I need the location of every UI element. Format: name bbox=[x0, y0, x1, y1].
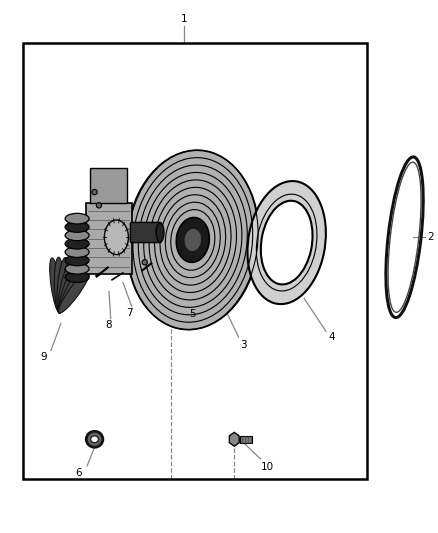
Ellipse shape bbox=[176, 217, 209, 262]
Ellipse shape bbox=[50, 258, 62, 313]
Ellipse shape bbox=[57, 257, 68, 313]
Ellipse shape bbox=[58, 259, 74, 313]
Text: 9: 9 bbox=[40, 352, 47, 362]
Text: 6: 6 bbox=[75, 468, 82, 478]
Text: 5: 5 bbox=[190, 309, 196, 319]
Polygon shape bbox=[230, 432, 239, 446]
Text: 7: 7 bbox=[126, 308, 133, 318]
Text: 8: 8 bbox=[106, 320, 112, 330]
Text: 3: 3 bbox=[240, 340, 246, 350]
Ellipse shape bbox=[59, 271, 90, 313]
Ellipse shape bbox=[65, 222, 89, 232]
Ellipse shape bbox=[54, 257, 64, 313]
Ellipse shape bbox=[104, 220, 128, 255]
Ellipse shape bbox=[96, 203, 102, 208]
Bar bbox=[22, 43, 367, 479]
Ellipse shape bbox=[65, 213, 89, 224]
Ellipse shape bbox=[65, 247, 89, 257]
Bar bbox=[240, 435, 252, 443]
Ellipse shape bbox=[58, 262, 79, 313]
Ellipse shape bbox=[65, 230, 89, 241]
Ellipse shape bbox=[185, 229, 201, 251]
Ellipse shape bbox=[91, 436, 99, 443]
Ellipse shape bbox=[65, 272, 89, 282]
Ellipse shape bbox=[156, 223, 164, 242]
Ellipse shape bbox=[65, 263, 89, 274]
Ellipse shape bbox=[58, 266, 85, 313]
Ellipse shape bbox=[65, 238, 89, 249]
Text: 4: 4 bbox=[328, 332, 335, 342]
Ellipse shape bbox=[86, 431, 103, 447]
Text: 10: 10 bbox=[261, 463, 274, 472]
Ellipse shape bbox=[92, 189, 97, 195]
Ellipse shape bbox=[127, 150, 259, 329]
Text: 2: 2 bbox=[427, 232, 434, 243]
Ellipse shape bbox=[261, 201, 313, 285]
Ellipse shape bbox=[247, 181, 326, 304]
Text: 1: 1 bbox=[181, 14, 187, 24]
Bar bbox=[86, 203, 132, 274]
Ellipse shape bbox=[65, 255, 89, 266]
Ellipse shape bbox=[142, 260, 148, 265]
Bar bbox=[90, 168, 127, 203]
FancyBboxPatch shape bbox=[131, 222, 161, 243]
